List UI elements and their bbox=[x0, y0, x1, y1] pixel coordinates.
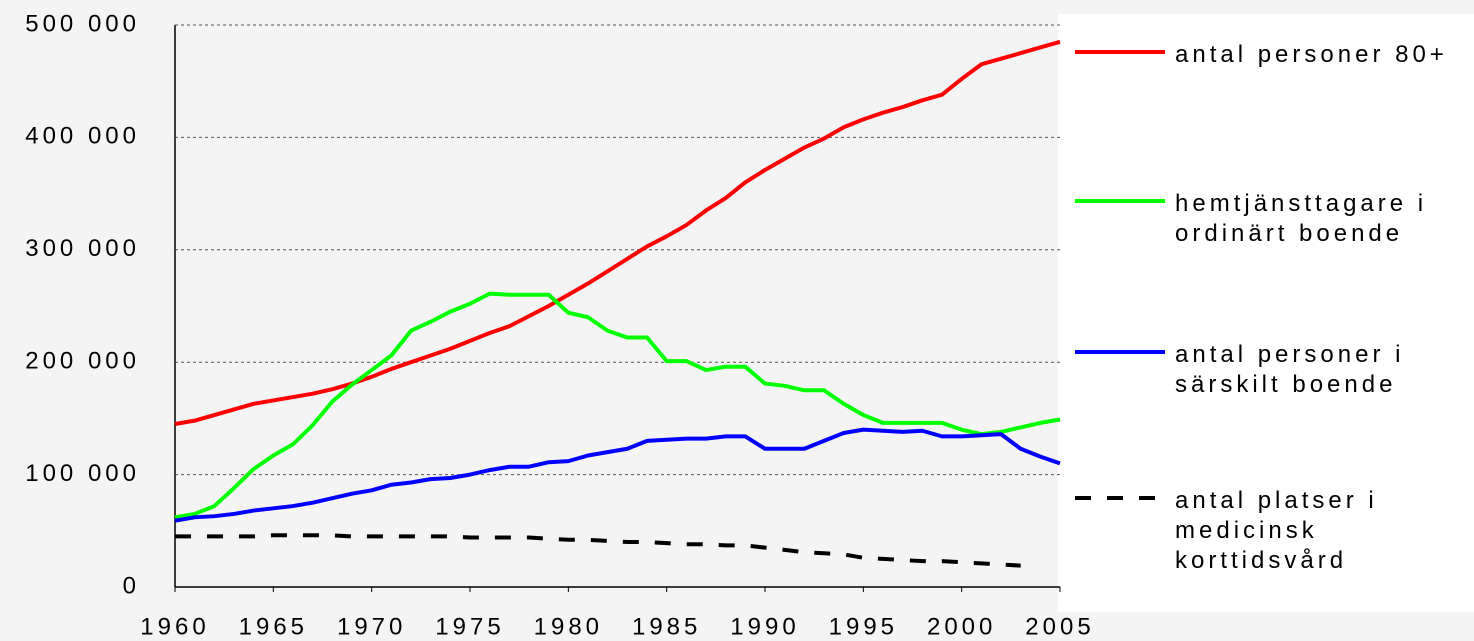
series-line bbox=[175, 533, 1021, 568]
x-tick-label: 2000 bbox=[927, 613, 996, 640]
x-tick-label: 2005 bbox=[1025, 613, 1094, 640]
y-tick-label: 0 bbox=[123, 572, 140, 599]
y-tick-label: 500 000 bbox=[25, 10, 140, 37]
series-line bbox=[174, 291, 1061, 520]
x-tick-label: 1985 bbox=[632, 613, 701, 640]
x-tick-label: 1995 bbox=[829, 613, 898, 640]
y-tick-label: 200 000 bbox=[25, 348, 140, 375]
x-tick-label: 1960 bbox=[140, 613, 209, 640]
legend-label: antal personer 80+ bbox=[1175, 41, 1448, 68]
x-tick-label: 1990 bbox=[730, 613, 799, 640]
legend-label: hemtjänsttagare i ordinärt boende bbox=[1175, 190, 1428, 247]
x-tick-label: 1970 bbox=[337, 613, 406, 640]
legend-box bbox=[1058, 14, 1474, 612]
x-tick-label: 1965 bbox=[239, 613, 308, 640]
legend-label: antal personer i särskilt boende bbox=[1175, 341, 1405, 398]
series-line bbox=[174, 427, 1061, 523]
y-tick-label: 300 000 bbox=[25, 235, 140, 262]
x-tick-label: 1975 bbox=[435, 613, 504, 640]
y-tick-label: 400 000 bbox=[25, 123, 140, 150]
y-tick-label: 100 000 bbox=[25, 460, 140, 487]
x-tick-label: 1980 bbox=[534, 613, 603, 640]
series-line bbox=[174, 39, 1061, 426]
legend-label: antal platser i medicinsk korttidsvård bbox=[1175, 487, 1378, 574]
